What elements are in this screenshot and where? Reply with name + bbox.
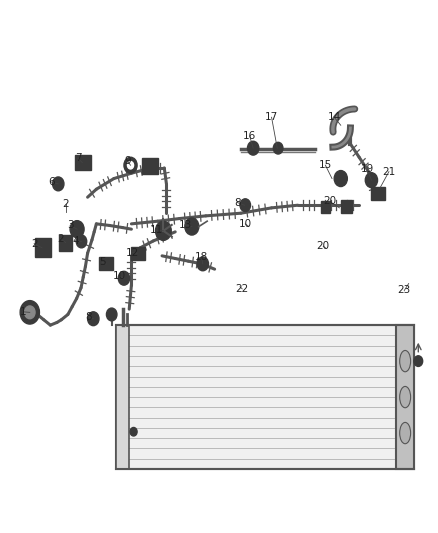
Text: 17: 17 xyxy=(265,112,278,122)
Text: 16: 16 xyxy=(243,131,256,141)
Text: 22: 22 xyxy=(236,284,249,294)
Text: 8: 8 xyxy=(85,312,92,321)
Text: 14: 14 xyxy=(328,112,341,122)
Text: 10: 10 xyxy=(113,271,126,281)
Circle shape xyxy=(70,221,84,238)
Circle shape xyxy=(247,141,259,155)
Text: 9: 9 xyxy=(124,156,131,166)
Text: 6: 6 xyxy=(48,177,55,187)
Circle shape xyxy=(130,427,137,436)
Circle shape xyxy=(124,157,137,173)
Text: 20: 20 xyxy=(323,197,336,206)
Ellipse shape xyxy=(399,386,411,408)
Text: 10: 10 xyxy=(239,219,252,229)
Circle shape xyxy=(20,301,39,324)
Circle shape xyxy=(127,161,134,169)
Ellipse shape xyxy=(399,422,411,443)
Text: 7: 7 xyxy=(74,154,81,163)
Text: 2: 2 xyxy=(31,239,38,248)
Circle shape xyxy=(197,257,208,271)
Text: 2: 2 xyxy=(57,234,64,244)
Text: 20: 20 xyxy=(317,241,330,251)
Circle shape xyxy=(273,142,283,154)
Circle shape xyxy=(76,235,87,248)
Text: 1: 1 xyxy=(19,307,26,317)
Circle shape xyxy=(240,199,251,212)
Text: 3: 3 xyxy=(67,221,74,230)
Bar xyxy=(341,200,352,213)
Text: 19: 19 xyxy=(360,164,374,174)
Bar xyxy=(321,201,330,213)
Text: 12: 12 xyxy=(126,248,139,257)
Circle shape xyxy=(118,271,130,285)
Text: 11: 11 xyxy=(150,225,163,235)
Text: 18: 18 xyxy=(195,252,208,262)
Circle shape xyxy=(88,312,99,326)
Bar xyxy=(396,325,414,469)
Bar xyxy=(116,325,129,469)
Text: 23: 23 xyxy=(398,286,411,295)
Circle shape xyxy=(155,221,171,240)
Text: 4: 4 xyxy=(72,236,79,246)
Bar xyxy=(59,235,72,251)
Text: 2: 2 xyxy=(62,199,69,208)
Circle shape xyxy=(53,177,64,191)
Text: 5: 5 xyxy=(99,257,106,267)
Circle shape xyxy=(25,306,35,319)
Circle shape xyxy=(106,308,117,321)
Bar xyxy=(99,257,113,270)
Text: 8: 8 xyxy=(234,198,241,207)
Circle shape xyxy=(414,356,423,367)
Bar xyxy=(131,247,145,260)
Circle shape xyxy=(334,171,347,187)
Bar xyxy=(75,155,91,170)
Bar xyxy=(142,158,158,174)
Text: 15: 15 xyxy=(319,160,332,170)
Bar xyxy=(116,325,414,469)
Text: 21: 21 xyxy=(382,167,396,176)
Bar xyxy=(35,238,51,257)
Bar xyxy=(371,187,385,200)
Text: 13: 13 xyxy=(179,220,192,230)
Circle shape xyxy=(365,173,378,188)
Ellipse shape xyxy=(399,351,411,372)
Circle shape xyxy=(185,218,199,235)
